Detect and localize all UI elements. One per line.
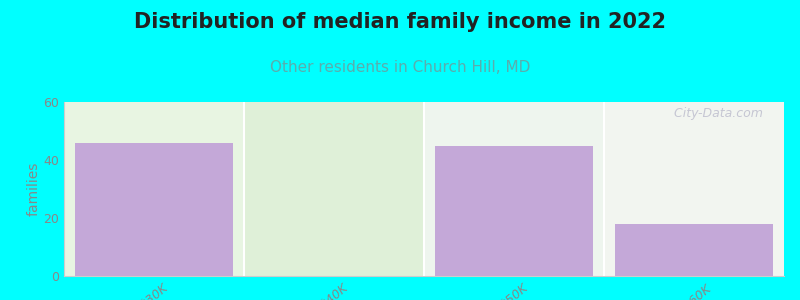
Bar — [424, 102, 604, 276]
Bar — [614, 224, 773, 276]
Text: Distribution of median family income in 2022: Distribution of median family income in … — [134, 12, 666, 32]
Bar — [64, 102, 244, 276]
Bar — [244, 102, 424, 276]
Bar — [604, 102, 784, 276]
Bar — [75, 142, 234, 276]
Y-axis label: families: families — [26, 162, 41, 216]
Text: City-Data.com: City-Data.com — [666, 107, 762, 120]
Bar — [435, 146, 594, 276]
Text: Other residents in Church Hill, MD: Other residents in Church Hill, MD — [270, 60, 530, 75]
